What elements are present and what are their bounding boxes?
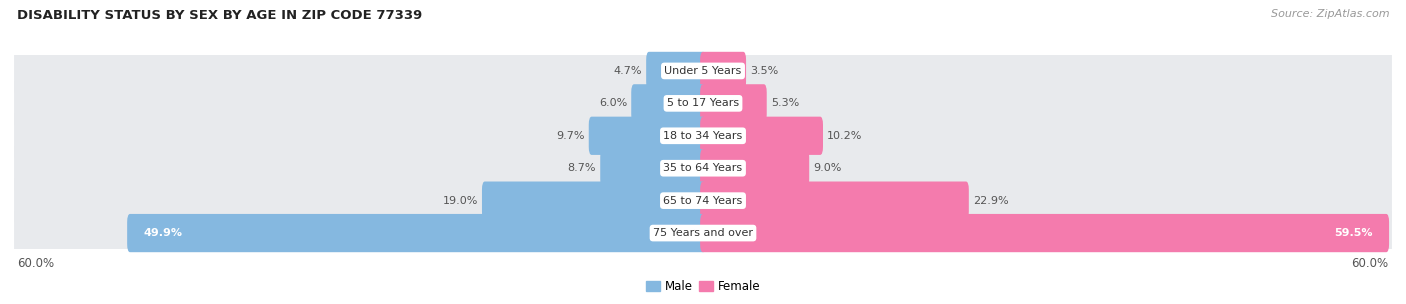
Text: 59.5%: 59.5% — [1334, 228, 1372, 238]
FancyBboxPatch shape — [700, 214, 1389, 252]
Text: 9.7%: 9.7% — [557, 131, 585, 141]
FancyBboxPatch shape — [14, 46, 1392, 95]
Text: 5.3%: 5.3% — [770, 98, 799, 108]
Text: 60.0%: 60.0% — [1351, 257, 1389, 270]
FancyBboxPatch shape — [600, 149, 706, 187]
FancyBboxPatch shape — [127, 214, 706, 252]
Text: Under 5 Years: Under 5 Years — [665, 66, 741, 76]
FancyBboxPatch shape — [14, 176, 1392, 225]
FancyBboxPatch shape — [482, 181, 706, 220]
Text: 19.0%: 19.0% — [443, 196, 478, 206]
Text: Source: ZipAtlas.com: Source: ZipAtlas.com — [1271, 9, 1389, 19]
Text: DISABILITY STATUS BY SEX BY AGE IN ZIP CODE 77339: DISABILITY STATUS BY SEX BY AGE IN ZIP C… — [17, 9, 422, 22]
Text: 49.9%: 49.9% — [143, 228, 183, 238]
Text: 3.5%: 3.5% — [749, 66, 779, 76]
Text: 8.7%: 8.7% — [568, 163, 596, 173]
FancyBboxPatch shape — [14, 209, 1392, 258]
Text: 10.2%: 10.2% — [827, 131, 862, 141]
FancyBboxPatch shape — [647, 52, 706, 90]
FancyBboxPatch shape — [14, 79, 1392, 128]
Text: 22.9%: 22.9% — [973, 196, 1008, 206]
Text: 18 to 34 Years: 18 to 34 Years — [664, 131, 742, 141]
FancyBboxPatch shape — [700, 52, 747, 90]
Text: 35 to 64 Years: 35 to 64 Years — [664, 163, 742, 173]
Text: 75 Years and over: 75 Years and over — [652, 228, 754, 238]
FancyBboxPatch shape — [14, 111, 1392, 161]
FancyBboxPatch shape — [700, 149, 810, 187]
FancyBboxPatch shape — [589, 117, 706, 155]
FancyBboxPatch shape — [631, 84, 706, 123]
FancyBboxPatch shape — [14, 143, 1392, 193]
Text: 4.7%: 4.7% — [613, 66, 643, 76]
FancyBboxPatch shape — [700, 181, 969, 220]
Text: 5 to 17 Years: 5 to 17 Years — [666, 98, 740, 108]
Text: 60.0%: 60.0% — [17, 257, 55, 270]
Text: 6.0%: 6.0% — [599, 98, 627, 108]
Text: 9.0%: 9.0% — [813, 163, 842, 173]
FancyBboxPatch shape — [700, 84, 766, 123]
FancyBboxPatch shape — [700, 117, 823, 155]
Text: 65 to 74 Years: 65 to 74 Years — [664, 196, 742, 206]
Legend: Male, Female: Male, Female — [641, 275, 765, 298]
